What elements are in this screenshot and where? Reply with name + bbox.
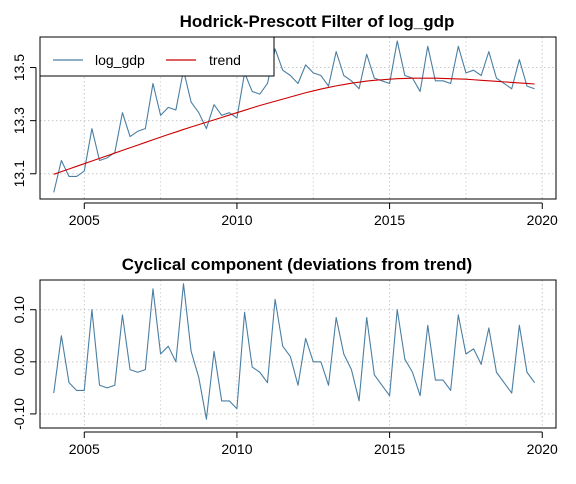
y-tick-label: 0.10 xyxy=(11,296,27,323)
plot-frame xyxy=(39,279,557,429)
x-tick-label: 2020 xyxy=(527,212,558,228)
x-tick-label: 2015 xyxy=(374,212,405,228)
legend-label-log-gdp: log_gdp xyxy=(95,52,145,68)
series-lines xyxy=(53,40,535,193)
legend-box xyxy=(39,36,275,77)
series-line-trend xyxy=(53,77,535,175)
y-axis: -0.10 0.00 0.10 xyxy=(11,296,37,430)
y-tick-label: -0.10 xyxy=(11,398,27,430)
x-tick-label: 2015 xyxy=(374,441,405,457)
y-tick-label: 13.1 xyxy=(11,160,27,187)
cyclical-component-chart: Cyclical component (deviations from tren… xyxy=(11,255,558,457)
plot-frame xyxy=(39,36,557,200)
y-axis: 13.1 13.3 13.5 xyxy=(11,54,37,187)
series-line-cycle xyxy=(53,283,536,420)
legend: log_gdp trend xyxy=(39,36,275,77)
x-tick-label: 2010 xyxy=(221,441,252,457)
x-tick-label: 2005 xyxy=(69,212,100,228)
x-tick-label: 2010 xyxy=(221,212,252,228)
x-tick-label: 2005 xyxy=(69,441,100,457)
y-tick-label: 0.00 xyxy=(11,348,27,375)
y-tick-label: 13.3 xyxy=(11,107,27,134)
chart-title: Cyclical component (deviations from tren… xyxy=(122,255,472,274)
grid-lines xyxy=(40,280,556,428)
x-axis: 2005 2010 2015 2020 xyxy=(69,202,558,228)
chart-title: Hodrick-Prescott Filter of log_gdp xyxy=(180,12,455,31)
x-tick-label: 2020 xyxy=(527,441,558,457)
hp-filter-chart: Hodrick-Prescott Filter of log_gdp 2005 2… xyxy=(11,12,558,228)
series-lines xyxy=(53,283,536,420)
x-axis: 2005 2010 2015 2020 xyxy=(69,431,558,457)
legend-label-trend: trend xyxy=(209,52,241,68)
series-line-log-gdp xyxy=(53,40,535,193)
y-tick-label: 13.5 xyxy=(11,54,27,81)
